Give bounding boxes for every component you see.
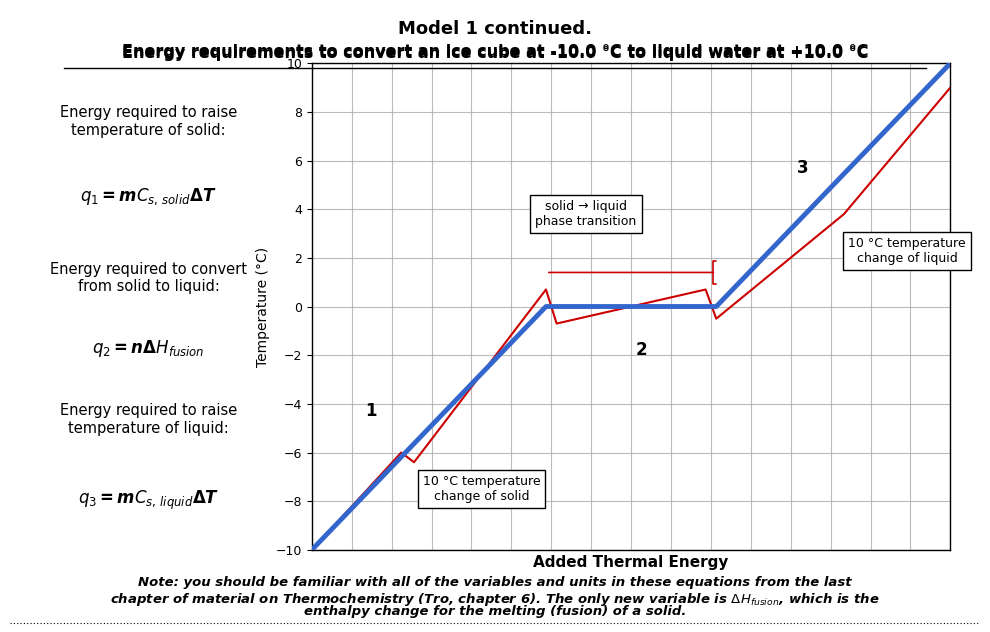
- Text: 1: 1: [365, 402, 376, 420]
- Text: 3: 3: [797, 159, 809, 177]
- Text: solid → liquid
phase transition: solid → liquid phase transition: [536, 200, 637, 228]
- Text: 10 °C temperature
change of solid: 10 °C temperature change of solid: [423, 475, 541, 503]
- Text: 10 °C temperature
change of liquid: 10 °C temperature change of liquid: [848, 236, 966, 265]
- Text: chapter of material on Thermochemistry (Tro, chapter 6). The only new variable i: chapter of material on Thermochemistry (…: [110, 591, 880, 608]
- Text: Note: you should be familiar with all of the variables and units in these equati: Note: you should be familiar with all of…: [139, 576, 851, 590]
- Text: Energy required to convert
from solid to liquid:: Energy required to convert from solid to…: [50, 262, 247, 295]
- Text: Energy required to raise
temperature of liquid:: Energy required to raise temperature of …: [59, 403, 238, 436]
- X-axis label: Added Thermal Energy: Added Thermal Energy: [534, 556, 729, 571]
- Text: $\boldsymbol{q_2 = n\Delta H_{fusion}}$: $\boldsymbol{q_2 = n\Delta H_{fusion}}$: [92, 338, 205, 360]
- Text: Energy required to raise
temperature of solid:: Energy required to raise temperature of …: [59, 105, 238, 138]
- Text: Energy requirements to convert an ice cube at -10.0 °C to liquid water at +10.0 : Energy requirements to convert an ice cu…: [122, 44, 868, 59]
- Text: Model 1 continued.: Model 1 continued.: [398, 20, 592, 38]
- Text: enthalpy change for the melting (fusion) of a solid.: enthalpy change for the melting (fusion)…: [304, 605, 686, 619]
- Text: 2: 2: [636, 341, 647, 359]
- Text: $\boldsymbol{q_3 = mC_{s,\,liquid}\Delta T}$: $\boldsymbol{q_3 = mC_{s,\,liquid}\Delta…: [78, 489, 219, 512]
- Y-axis label: Temperature (°C): Temperature (°C): [256, 246, 270, 367]
- Text: Energy requirements to convert an ice cube at -10.0 °C to liquid water at +10.0 : Energy requirements to convert an ice cu…: [122, 46, 868, 61]
- Text: $\boldsymbol{q_1 = mC_{s,\,solid}\Delta T}$: $\boldsymbol{q_1 = mC_{s,\,solid}\Delta …: [80, 187, 217, 207]
